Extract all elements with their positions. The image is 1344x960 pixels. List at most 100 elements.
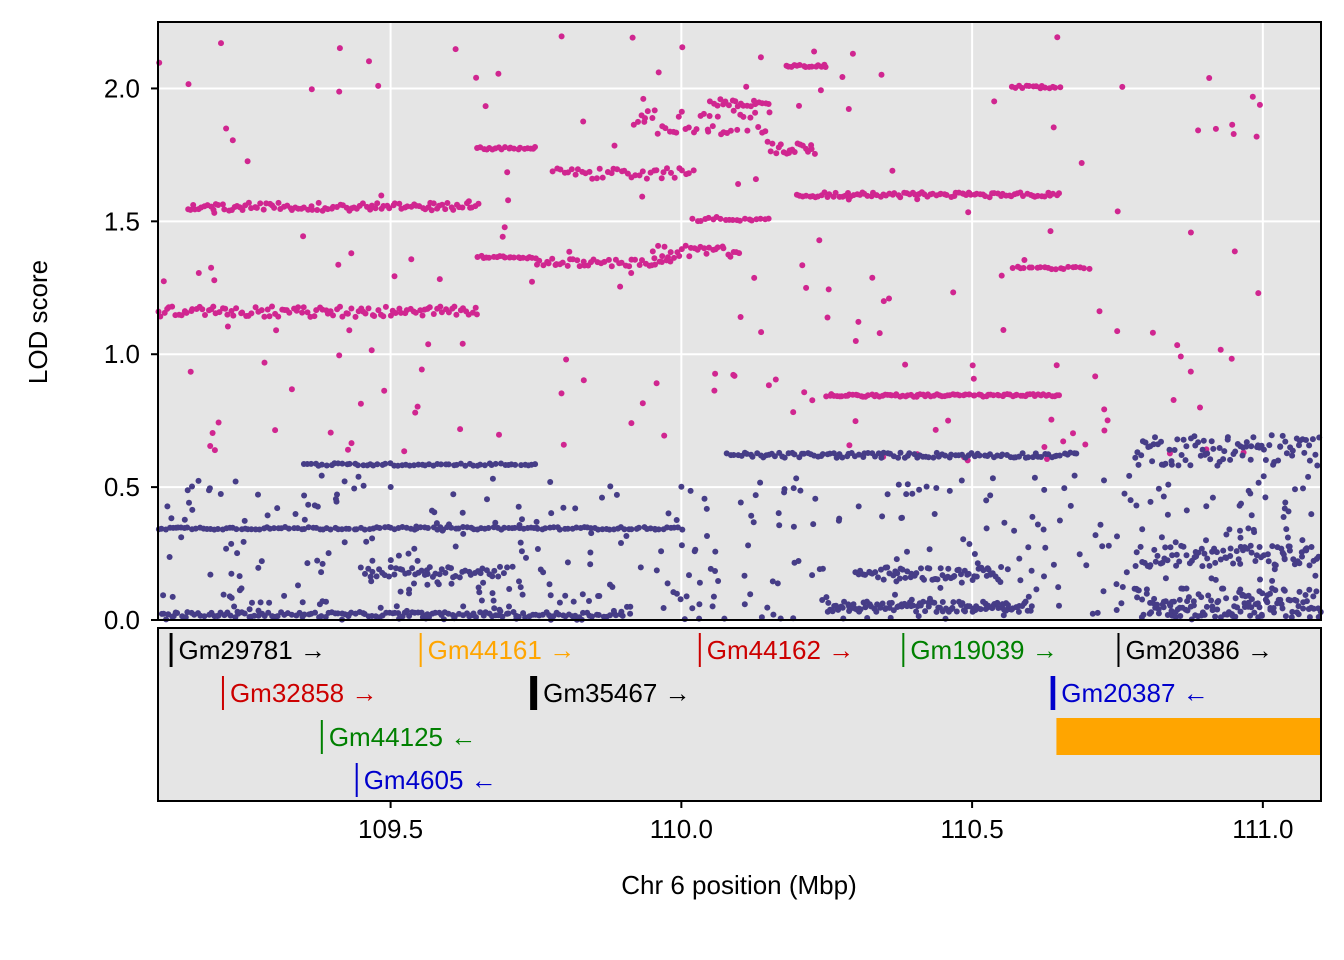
lod-point: [555, 611, 562, 618]
lod-point: [618, 540, 624, 546]
lod-point: [580, 377, 587, 384]
lod-point: [878, 454, 885, 461]
lod-point: [823, 594, 830, 601]
lod-point: [1047, 228, 1054, 235]
lod-point: [215, 612, 222, 619]
lod-point: [1206, 75, 1213, 81]
lod-point: [1255, 479, 1262, 486]
lod-point: [1114, 328, 1121, 335]
lod-point: [639, 257, 645, 264]
lod-point: [880, 576, 887, 583]
lod-point: [894, 570, 901, 577]
lod-point: [1233, 548, 1240, 555]
lod-point: [397, 588, 404, 595]
lod-point: [363, 538, 370, 545]
lod-point: [187, 206, 194, 213]
lod-point: [835, 517, 842, 524]
lod-point: [568, 166, 575, 173]
lod-point: [576, 263, 583, 270]
lod-point: [1287, 597, 1294, 604]
lod-point: [715, 578, 722, 584]
lod-point: [651, 255, 658, 262]
lod-point: [418, 366, 425, 373]
lod-point: [960, 607, 967, 614]
lod-point: [480, 579, 487, 586]
lod-point: [775, 510, 782, 517]
lod-point: [1187, 462, 1194, 469]
lod-point: [341, 478, 348, 485]
lod-point: [741, 572, 748, 579]
lod-point: [499, 233, 506, 240]
lod-point: [501, 524, 508, 531]
lod-point: [1027, 607, 1034, 614]
lod-point: [1281, 587, 1288, 594]
lod-point: [1216, 445, 1223, 451]
lod-point: [533, 518, 540, 525]
lod-point: [255, 607, 262, 614]
lod-point: [1147, 562, 1154, 569]
lod-point: [1289, 608, 1296, 615]
lod-point: [355, 473, 362, 480]
lod-point: [456, 574, 463, 581]
lod-point: [1067, 502, 1074, 509]
lod-point: [462, 462, 469, 469]
lod-point: [572, 505, 579, 512]
lod-point: [1096, 308, 1103, 315]
lod-point: [1138, 452, 1145, 459]
lod-point: [1253, 133, 1260, 140]
lod-point: [1172, 609, 1179, 616]
lod-point: [624, 603, 630, 610]
lod-point: [725, 102, 732, 109]
lod-point: [160, 278, 167, 285]
lod-point: [1245, 525, 1252, 532]
lod-point: [439, 201, 446, 208]
lod-point: [1025, 454, 1032, 461]
gene-panel-frame: [157, 627, 1322, 802]
lod-point: [884, 564, 891, 571]
lod-point: [587, 561, 594, 568]
lod-point: [221, 206, 228, 213]
lod-point: [1215, 598, 1222, 604]
lod-point: [375, 82, 382, 89]
lod-point: [211, 209, 218, 216]
lod-point: [300, 233, 307, 240]
lod-point: [635, 524, 642, 531]
lod-point: [386, 205, 393, 212]
lod-point: [542, 525, 549, 532]
lod-point: [477, 570, 484, 577]
lod-point: [931, 511, 938, 517]
lod-point: [1165, 481, 1172, 488]
lod-point: [353, 526, 360, 533]
lod-point: [1212, 613, 1219, 620]
lod-point: [1178, 585, 1185, 592]
lod-point: [629, 34, 636, 41]
lod-point: [1245, 592, 1252, 599]
lod-point: [879, 513, 886, 520]
lod-point: [1042, 84, 1048, 91]
lod-point: [418, 609, 425, 616]
lod-point: [536, 257, 543, 264]
lod-point: [1203, 603, 1210, 610]
lod-point: [1171, 447, 1178, 453]
x-axis-label: Chr 6 position (Mbp): [621, 870, 857, 900]
lod-point: [1166, 446, 1173, 453]
lod-point: [712, 370, 719, 377]
lod-point: [266, 599, 273, 606]
lod-point: [862, 571, 869, 578]
lod-point: [323, 462, 330, 469]
lod-point: [1293, 597, 1300, 604]
lod-point: [1257, 576, 1263, 583]
lod-point: [1221, 611, 1228, 618]
lod-point: [547, 479, 554, 485]
lod-point: [357, 564, 364, 571]
lod-point: [305, 524, 312, 531]
lod-point: [765, 101, 772, 107]
lod-point: [1042, 544, 1049, 551]
lod-point: [339, 313, 346, 320]
lod-point: [1071, 472, 1078, 479]
lod-point: [560, 504, 567, 511]
lod-point: [327, 429, 334, 436]
lod-point: [330, 312, 336, 319]
gene-label: Gm19039 →: [910, 635, 1057, 665]
lod-point: [1308, 511, 1315, 518]
